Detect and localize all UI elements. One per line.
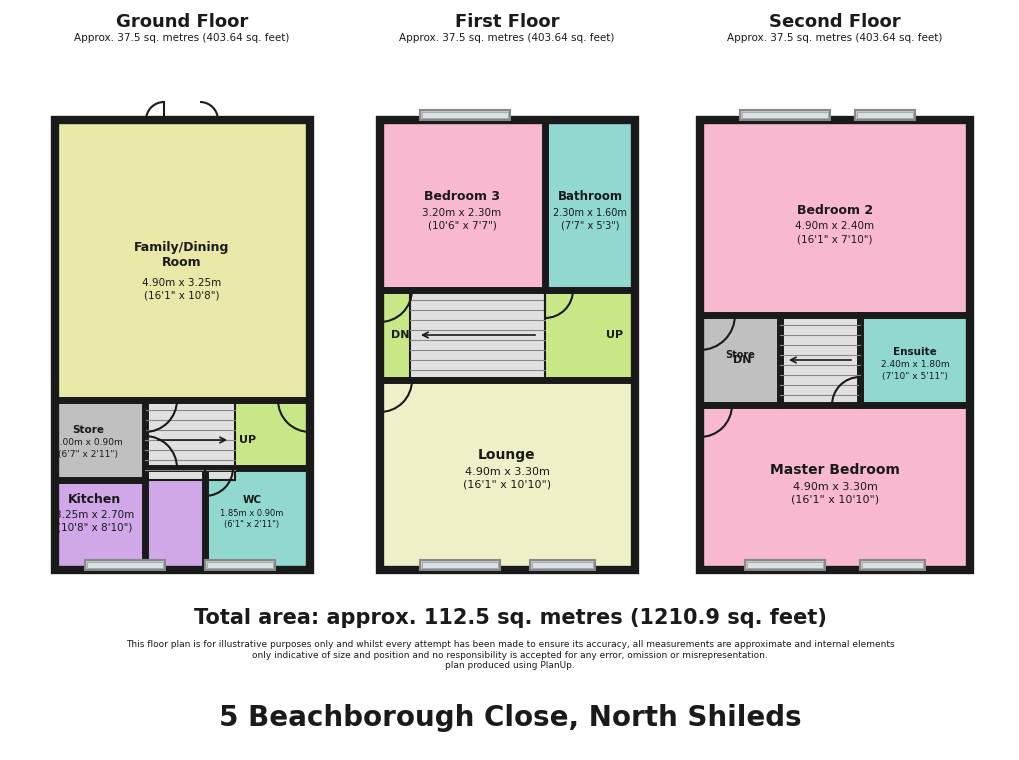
Text: 2.00m x 0.90m: 2.00m x 0.90m xyxy=(54,439,122,448)
Text: Bathroom: Bathroom xyxy=(557,191,622,204)
Bar xyxy=(380,120,544,290)
Bar xyxy=(859,315,969,405)
Text: 3.20m x 2.30m: 3.20m x 2.30m xyxy=(422,208,501,218)
Bar xyxy=(420,560,499,570)
Bar xyxy=(422,562,497,568)
Text: Bedroom 2: Bedroom 2 xyxy=(796,204,872,217)
Text: 1.85m x 0.90m: 1.85m x 0.90m xyxy=(220,509,283,518)
Text: 2.40m x 1.80m: 2.40m x 1.80m xyxy=(879,360,949,369)
Bar xyxy=(530,560,594,570)
Text: (10'8" x 8'10"): (10'8" x 8'10") xyxy=(57,523,132,533)
Text: (16'1" x 10'8"): (16'1" x 10'8") xyxy=(144,291,219,301)
Bar xyxy=(55,400,205,570)
Text: 4.90m x 3.30m: 4.90m x 3.30m xyxy=(464,467,549,477)
Text: Ground Floor: Ground Floor xyxy=(116,13,248,31)
Bar xyxy=(145,400,234,480)
Text: 4.90m x 3.30m: 4.90m x 3.30m xyxy=(792,482,876,492)
Bar xyxy=(699,405,969,570)
Text: Store: Store xyxy=(725,350,754,360)
Bar xyxy=(739,110,829,120)
Bar xyxy=(699,315,969,405)
Text: Kitchen: Kitchen xyxy=(68,493,121,506)
Bar xyxy=(861,562,922,568)
Bar xyxy=(741,112,827,118)
Bar xyxy=(854,110,914,120)
Text: DN: DN xyxy=(390,330,409,340)
Text: (6'1" x 2'11"): (6'1" x 2'11") xyxy=(224,521,279,530)
Bar xyxy=(699,315,780,405)
Text: Lounge: Lounge xyxy=(478,448,535,462)
Text: (6'7" x 2'11"): (6'7" x 2'11") xyxy=(58,451,118,460)
Text: (16'1" x 10'10"): (16'1" x 10'10") xyxy=(463,480,550,490)
Bar xyxy=(205,468,310,570)
Text: Approx. 37.5 sq. metres (403.64 sq. feet): Approx. 37.5 sq. metres (403.64 sq. feet… xyxy=(74,33,289,43)
Bar xyxy=(746,562,822,568)
Bar xyxy=(532,562,592,568)
Text: Store: Store xyxy=(72,425,104,435)
Bar xyxy=(205,560,275,570)
Text: This floor plan is for illustrative purposes only and whilst every attempt has b: This floor plan is for illustrative purp… xyxy=(125,640,894,670)
Text: 4.90m x 3.25m: 4.90m x 3.25m xyxy=(143,278,221,288)
Text: (16'1" x 10'10"): (16'1" x 10'10") xyxy=(790,495,878,505)
Text: DN: DN xyxy=(732,355,751,365)
Text: Approx. 37.5 sq. metres (403.64 sq. feet): Approx. 37.5 sq. metres (403.64 sq. feet… xyxy=(727,33,942,43)
Bar xyxy=(420,110,510,120)
Bar xyxy=(55,120,310,400)
Text: First Floor: First Floor xyxy=(454,13,558,31)
Bar xyxy=(856,112,912,118)
Bar xyxy=(410,290,544,380)
Text: 5 Beachborough Close, North Shileds: 5 Beachborough Close, North Shileds xyxy=(218,704,801,732)
Bar xyxy=(207,562,273,568)
Text: Ensuite: Ensuite xyxy=(893,347,936,357)
Bar xyxy=(544,120,635,290)
Text: Total area: approx. 112.5 sq. metres (1210.9 sq. feet): Total area: approx. 112.5 sq. metres (12… xyxy=(194,608,825,628)
Text: 2.30m x 1.60m: 2.30m x 1.60m xyxy=(552,208,627,218)
Bar xyxy=(859,560,924,570)
Text: Bedroom 3: Bedroom 3 xyxy=(424,191,499,204)
Bar xyxy=(380,290,635,380)
Text: 3.25m x 2.70m: 3.25m x 2.70m xyxy=(55,510,135,520)
Bar xyxy=(699,120,969,570)
Bar xyxy=(85,560,165,570)
Text: Second Floor: Second Floor xyxy=(768,13,900,31)
Bar xyxy=(780,315,859,405)
Bar xyxy=(380,120,635,570)
Text: (10'6" x 7'7"): (10'6" x 7'7") xyxy=(427,221,496,231)
Bar xyxy=(55,120,310,570)
Text: (16'1" x 7'10"): (16'1" x 7'10") xyxy=(797,234,872,244)
Text: Approx. 37.5 sq. metres (403.64 sq. feet): Approx. 37.5 sq. metres (403.64 sq. feet… xyxy=(398,33,614,43)
Bar xyxy=(422,112,507,118)
Text: UP: UP xyxy=(239,435,257,445)
Text: 4.90m x 2.40m: 4.90m x 2.40m xyxy=(795,221,873,231)
Bar xyxy=(699,120,969,315)
Text: WC: WC xyxy=(243,495,261,505)
Bar xyxy=(380,380,635,570)
Text: UP: UP xyxy=(606,330,623,340)
Text: Family/Dining
Room: Family/Dining Room xyxy=(135,241,229,269)
Text: (7'10" x 5'11"): (7'10" x 5'11") xyxy=(881,372,947,382)
Text: (7'7" x 5'3"): (7'7" x 5'3") xyxy=(560,221,619,231)
Bar xyxy=(55,400,145,480)
Text: Master Bedroom: Master Bedroom xyxy=(769,463,899,477)
Bar xyxy=(87,562,163,568)
Bar xyxy=(744,560,824,570)
Bar xyxy=(145,400,310,570)
